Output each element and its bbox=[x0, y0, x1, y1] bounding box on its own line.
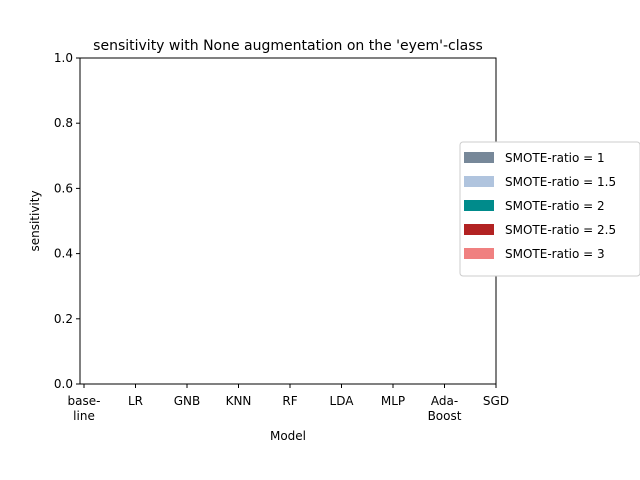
x-tick-label: MLP bbox=[381, 394, 405, 408]
legend-label: SMOTE-ratio = 2.5 bbox=[505, 223, 616, 237]
legend-label: SMOTE-ratio = 1.5 bbox=[505, 175, 616, 189]
x-tick-label: LDA bbox=[330, 394, 355, 408]
x-tick-label: KNN bbox=[226, 394, 252, 408]
legend-label: SMOTE-ratio = 3 bbox=[505, 247, 605, 261]
legend-swatch bbox=[464, 200, 494, 211]
x-tick-label: GNB bbox=[174, 394, 201, 408]
legend-label: SMOTE-ratio = 2 bbox=[505, 199, 605, 213]
chart-title: sensitivity with None augmentation on th… bbox=[93, 38, 483, 54]
y-tick-label: 0.6 bbox=[54, 181, 73, 195]
y-tick-label: 0.0 bbox=[54, 377, 73, 391]
x-axis: base-line LR GNB KNN RF LDA MLP Ada-Boost SGD bbox=[68, 384, 509, 423]
plot-area bbox=[79, 57, 497, 385]
legend-swatch bbox=[464, 248, 494, 259]
x-tick-label: LR bbox=[128, 394, 143, 408]
x-tick-label: Ada-Boost bbox=[428, 394, 462, 423]
y-tick-label: 0.2 bbox=[54, 312, 73, 326]
legend-swatch bbox=[464, 152, 494, 163]
y-axis: 0.0 0.2 0.4 0.6 0.8 1.0 bbox=[54, 51, 80, 391]
x-tick-label: SGD bbox=[483, 394, 509, 408]
legend-swatch bbox=[464, 224, 494, 235]
legend-swatch bbox=[464, 176, 494, 187]
x-tick-label: base-line bbox=[68, 394, 101, 423]
x-axis-label: Model bbox=[270, 429, 306, 443]
x-tick-label: RF bbox=[282, 394, 297, 408]
legend-label: SMOTE-ratio = 1 bbox=[505, 151, 605, 165]
y-tick-label: 0.8 bbox=[54, 116, 73, 130]
y-tick-label: 0.4 bbox=[54, 247, 73, 261]
legend-box bbox=[459, 141, 640, 277]
y-axis-label: sensitivity bbox=[28, 190, 42, 251]
y-tick-label: 1.0 bbox=[54, 51, 73, 65]
legend: SMOTE-ratio = 1 SMOTE-ratio = 1.5 SMOTE-ra… bbox=[459, 141, 640, 277]
